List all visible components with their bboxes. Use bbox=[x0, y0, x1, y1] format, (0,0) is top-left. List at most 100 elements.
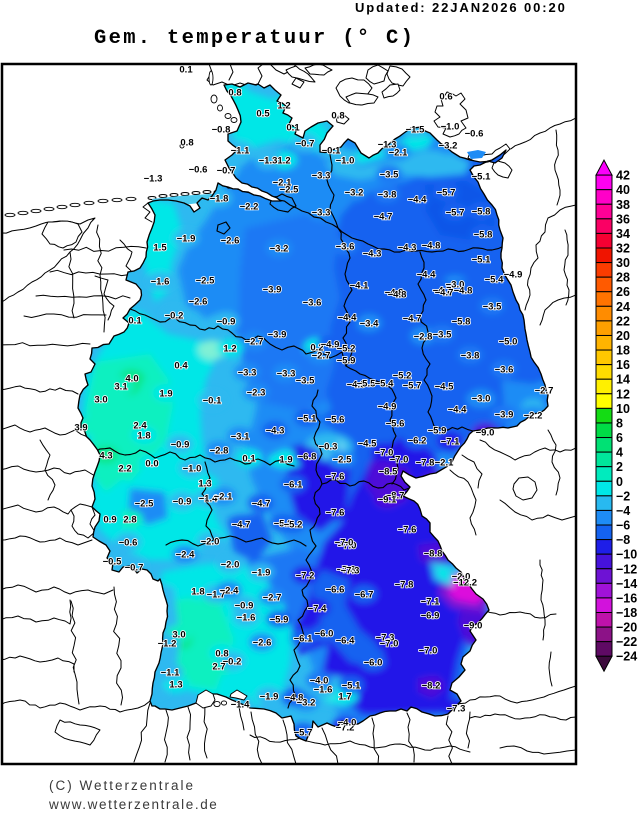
svg-text:−3.3: −3.3 bbox=[312, 171, 331, 182]
svg-text:−1.6: −1.6 bbox=[237, 613, 256, 624]
svg-text:−1.7: −1.7 bbox=[207, 590, 226, 601]
svg-text:−1.0: −1.0 bbox=[336, 156, 355, 167]
svg-text:−4.9: −4.9 bbox=[321, 340, 340, 351]
svg-text:0.9: 0.9 bbox=[103, 515, 116, 526]
svg-text:−4.3: −4.3 bbox=[398, 243, 417, 254]
svg-text:−0.1: −0.1 bbox=[203, 396, 222, 407]
svg-text:0.4: 0.4 bbox=[174, 361, 188, 372]
svg-text:2.2: 2.2 bbox=[118, 464, 131, 475]
svg-text:16: 16 bbox=[616, 358, 630, 372]
svg-text:1.3: 1.3 bbox=[198, 479, 211, 490]
svg-text:−1.5: −1.5 bbox=[406, 125, 425, 136]
svg-text:−3.4: −3.4 bbox=[360, 319, 379, 330]
svg-text:−9.0: −9.0 bbox=[476, 428, 495, 439]
svg-text:40: 40 bbox=[616, 183, 630, 197]
svg-text:30: 30 bbox=[616, 256, 630, 270]
svg-text:−7.6: −7.6 bbox=[326, 472, 345, 483]
svg-text:−6.2: −6.2 bbox=[408, 436, 427, 447]
svg-text:−3.3: −3.3 bbox=[238, 368, 257, 379]
svg-text:−0.6: −0.6 bbox=[189, 165, 208, 176]
svg-text:−4.9: −4.9 bbox=[347, 380, 366, 391]
svg-text:−2.2: −2.2 bbox=[524, 411, 543, 422]
svg-text:−10: −10 bbox=[616, 548, 637, 562]
svg-text:2.4: 2.4 bbox=[133, 421, 147, 432]
svg-text:−3.2: −3.2 bbox=[439, 141, 458, 152]
svg-text:−2.1: −2.1 bbox=[273, 178, 292, 189]
svg-text:0.2: 0.2 bbox=[310, 343, 323, 354]
svg-text:−4.4: −4.4 bbox=[448, 405, 467, 416]
svg-text:−3.8: −3.8 bbox=[378, 190, 397, 201]
svg-text:−20: −20 bbox=[616, 621, 637, 635]
svg-text:−4.7: −4.7 bbox=[232, 520, 251, 531]
svg-text:0.1: 0.1 bbox=[286, 123, 300, 134]
svg-text:1.8: 1.8 bbox=[191, 587, 204, 598]
svg-text:0.8: 0.8 bbox=[228, 88, 241, 99]
svg-text:1.3: 1.3 bbox=[169, 680, 182, 691]
svg-text:−8.2: −8.2 bbox=[422, 681, 441, 692]
svg-text:−3.9: −3.9 bbox=[263, 285, 282, 296]
svg-text:−4.8: −4.8 bbox=[388, 290, 407, 301]
svg-text:−7.0: −7.0 bbox=[335, 538, 354, 549]
svg-text:36: 36 bbox=[616, 212, 630, 226]
svg-text:0.1: 0.1 bbox=[242, 454, 256, 465]
svg-text:−5.6: −5.6 bbox=[386, 419, 405, 430]
svg-text:−7.0: −7.0 bbox=[338, 541, 357, 552]
svg-text:−2.7: −2.7 bbox=[263, 593, 282, 604]
svg-text:−2.7: −2.7 bbox=[312, 351, 331, 362]
svg-text:−2.4: −2.4 bbox=[220, 586, 239, 597]
svg-text:1.9: 1.9 bbox=[279, 455, 292, 466]
svg-text:−3.5: −3.5 bbox=[483, 302, 502, 313]
svg-text:−5.5: −5.5 bbox=[357, 379, 376, 390]
svg-text:−1.3: −1.3 bbox=[259, 156, 278, 167]
svg-text:−4.9: −4.9 bbox=[378, 402, 397, 413]
svg-text:Updated: 22JAN2026 00:20: Updated: 22JAN2026 00:20 bbox=[355, 0, 567, 15]
svg-text:−3.5: −3.5 bbox=[296, 376, 315, 387]
svg-text:0.8: 0.8 bbox=[331, 111, 344, 122]
svg-text:−5.0: −5.0 bbox=[499, 337, 518, 348]
svg-text:20: 20 bbox=[616, 329, 630, 343]
svg-text:28: 28 bbox=[616, 271, 630, 285]
svg-text:0.8: 0.8 bbox=[215, 649, 228, 660]
svg-text:22: 22 bbox=[616, 314, 630, 328]
svg-text:Gem. temperatuur (° C): Gem. temperatuur (° C) bbox=[94, 27, 415, 50]
svg-text:−7.3: −7.3 bbox=[341, 566, 360, 577]
svg-text:−0.9: −0.9 bbox=[217, 317, 236, 328]
svg-text:−2.1: −2.1 bbox=[435, 458, 454, 469]
svg-text:0.8: 0.8 bbox=[180, 138, 193, 149]
svg-text:−5.2: −5.2 bbox=[393, 371, 412, 382]
svg-text:2.8: 2.8 bbox=[123, 515, 136, 526]
svg-text:−1.9: −1.9 bbox=[252, 568, 271, 579]
svg-text:−6.6: −6.6 bbox=[326, 585, 345, 596]
svg-text:−5.6: −5.6 bbox=[326, 415, 345, 426]
svg-text:−4.7: −4.7 bbox=[374, 212, 393, 223]
svg-text:−0.2: −0.2 bbox=[165, 311, 184, 322]
svg-text:−8: −8 bbox=[616, 533, 630, 547]
svg-text:−4.0: −4.0 bbox=[338, 718, 357, 729]
svg-text:−12: −12 bbox=[616, 562, 637, 576]
svg-text:−1.0: −1.0 bbox=[441, 122, 460, 133]
svg-text:−2.2: −2.2 bbox=[240, 202, 259, 213]
svg-text:−1.0: −1.0 bbox=[183, 464, 202, 475]
svg-text:−0.7: −0.7 bbox=[125, 563, 144, 574]
svg-text:−3.2: −3.2 bbox=[297, 698, 316, 709]
svg-text:2.7: 2.7 bbox=[212, 662, 225, 673]
svg-text:−5.7: −5.7 bbox=[446, 208, 465, 219]
svg-text:−2.5: −2.5 bbox=[196, 276, 215, 287]
svg-text:−7.3: −7.3 bbox=[376, 633, 395, 644]
svg-text:−5.2: −5.2 bbox=[274, 519, 293, 530]
svg-text:−5.1: −5.1 bbox=[342, 681, 361, 692]
svg-text:34: 34 bbox=[616, 227, 630, 241]
svg-text:0.1: 0.1 bbox=[179, 65, 193, 76]
svg-text:−24: −24 bbox=[616, 650, 637, 664]
svg-text:−7.2: −7.2 bbox=[336, 723, 355, 734]
svg-text:12: 12 bbox=[616, 387, 630, 401]
svg-text:−4.9: −4.9 bbox=[504, 270, 523, 281]
svg-text:−0.2: −0.2 bbox=[223, 657, 242, 668]
svg-text:−1.1: −1.1 bbox=[231, 146, 250, 157]
svg-text:−5.1: −5.1 bbox=[472, 255, 491, 266]
svg-text:−7.8: −7.8 bbox=[416, 458, 435, 469]
svg-text:−5.4: −5.4 bbox=[485, 275, 504, 286]
svg-text:−6.1: −6.1 bbox=[294, 634, 313, 645]
svg-text:−2.5: −2.5 bbox=[333, 455, 352, 466]
svg-text:−5.1: −5.1 bbox=[472, 172, 491, 183]
